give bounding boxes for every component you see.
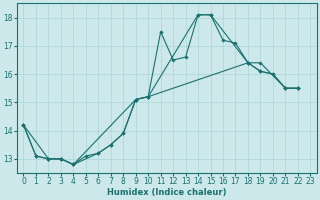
X-axis label: Humidex (Indice chaleur): Humidex (Indice chaleur) — [107, 188, 227, 197]
